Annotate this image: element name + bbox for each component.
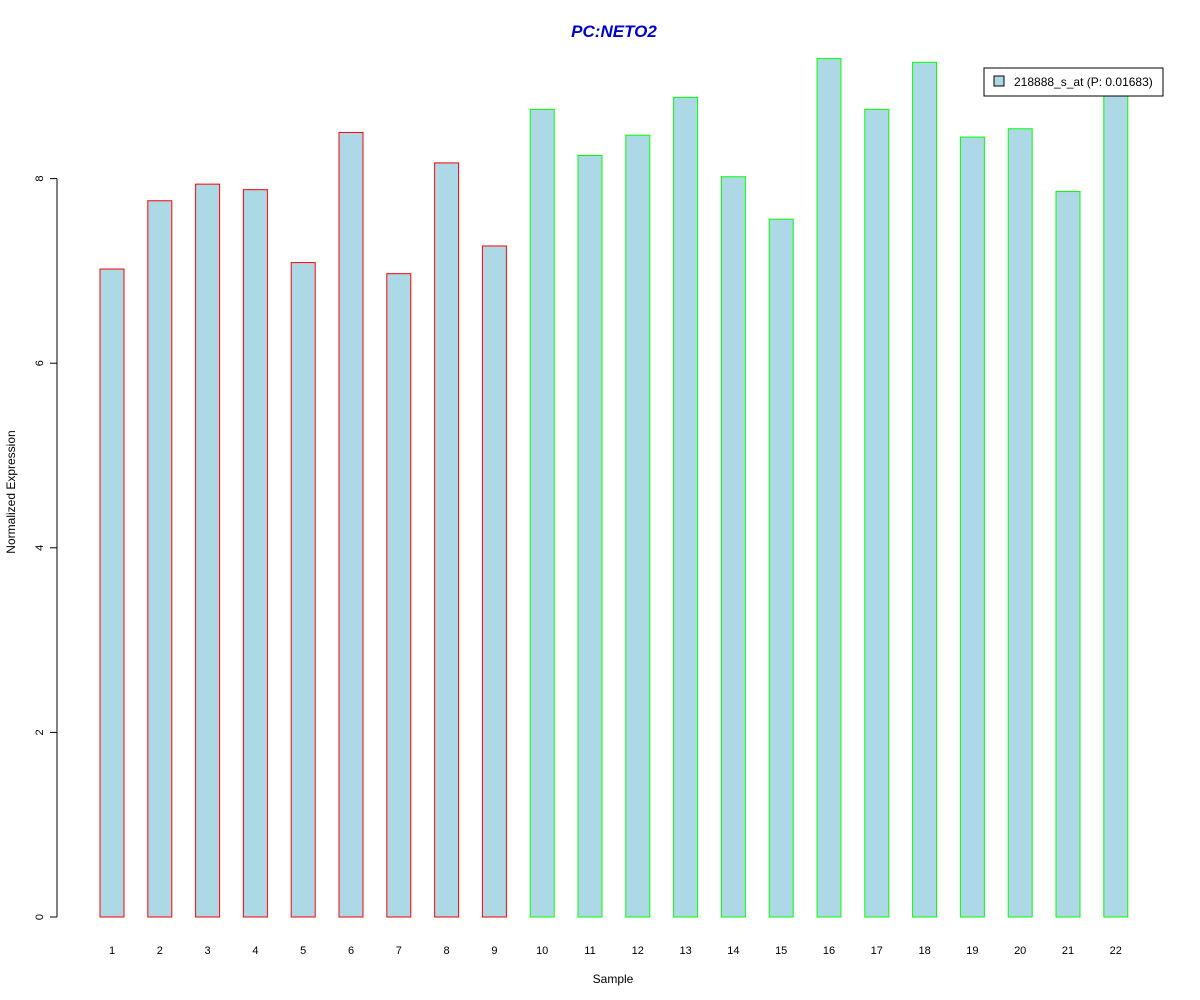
- x-tick-label: 22: [1110, 945, 1122, 957]
- bars: [99, 58, 1129, 918]
- x-tick-label: 7: [396, 945, 402, 957]
- x-axis-label: Sample: [593, 972, 634, 986]
- x-tick-label: 9: [491, 945, 497, 957]
- x-tick-label: 3: [205, 945, 211, 957]
- bar: [434, 162, 460, 918]
- bar: [386, 273, 412, 918]
- bar: [1007, 128, 1033, 918]
- bar: [912, 61, 938, 918]
- x-tick-label: 13: [679, 945, 691, 957]
- x-tick-label: 10: [536, 945, 548, 957]
- y-tick-label: 2: [34, 729, 46, 735]
- x-tick-labels: 1 2 3 4 5 6 7 8 9 10 11 12 13 14 15 16 17 18 19 20 21 22: [109, 945, 1122, 957]
- chart-title: PC:NETO2: [571, 22, 657, 41]
- x-tick-label: 8: [444, 945, 450, 957]
- bar: [481, 245, 507, 918]
- bar: [577, 155, 603, 918]
- x-tick-label: 21: [1062, 945, 1074, 957]
- x-tick-label: 20: [1014, 945, 1026, 957]
- bar: [1103, 90, 1129, 918]
- legend-swatch: [993, 75, 1005, 87]
- x-tick-label: 1: [109, 945, 115, 957]
- legend-box: [983, 67, 1164, 97]
- bar: [768, 218, 794, 918]
- x-tick-label: 4: [252, 945, 258, 957]
- x-tick-label: 18: [918, 945, 930, 957]
- bar: [720, 176, 746, 918]
- bar: [625, 134, 651, 918]
- bar: [959, 136, 985, 918]
- y-tick-label: 0: [34, 914, 46, 920]
- y-tick-label: 6: [34, 360, 46, 366]
- x-tick-label: 2: [157, 945, 163, 957]
- bar: [529, 108, 555, 918]
- y-axis-label: Normalized Expression: [4, 430, 18, 553]
- legend-label: 218888_s_at (P: 0.01683): [1014, 75, 1153, 89]
- x-tick-label: 12: [632, 945, 644, 957]
- x-tick-label: 16: [823, 945, 835, 957]
- bar: [99, 268, 125, 918]
- bar: [338, 131, 364, 918]
- x-tick-label: 6: [348, 945, 354, 957]
- y-axis: 0 2 4 6 8: [34, 176, 58, 920]
- y-tick-label: 4: [34, 545, 46, 551]
- x-tick-label: 17: [871, 945, 883, 957]
- bar: [673, 96, 699, 918]
- bar: [147, 200, 173, 918]
- bar: [1055, 191, 1081, 918]
- bar: [864, 108, 890, 918]
- y-tick-label: 8: [34, 176, 46, 182]
- bar: [195, 183, 221, 918]
- bar: [242, 189, 268, 918]
- x-tick-label: 14: [727, 945, 739, 957]
- x-tick-label: 15: [775, 945, 787, 957]
- x-tick-label: 11: [584, 945, 595, 957]
- bar: [816, 58, 842, 918]
- x-tick-label: 19: [966, 945, 978, 957]
- bar: [290, 262, 316, 918]
- x-tick-label: 5: [300, 945, 306, 957]
- legend: 218888_s_at (P: 0.01683): [983, 67, 1164, 97]
